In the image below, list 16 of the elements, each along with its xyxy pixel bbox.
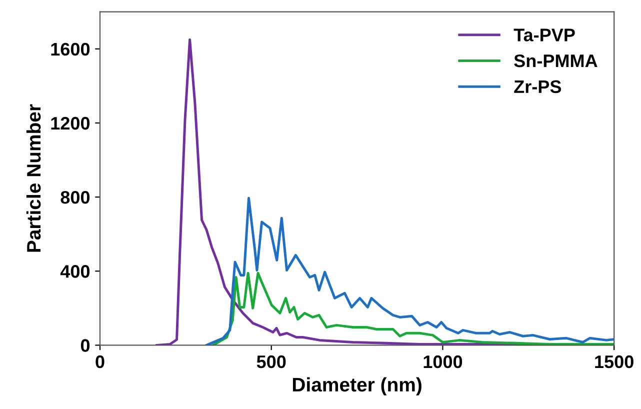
y-tick-label: 1200	[51, 116, 90, 130]
x-tick-label: 1500	[595, 355, 634, 368]
legend-label: Zr-PS	[514, 80, 562, 94]
y-axis-title: Particle Number	[26, 104, 41, 252]
x-tick-label: 0	[96, 355, 104, 368]
y-tick-label: 1600	[51, 42, 90, 56]
legend-label: Ta-PVP	[514, 28, 575, 42]
y-tick-label: 400	[60, 265, 90, 278]
y-tick-label: 0	[80, 339, 90, 352]
line-series	[205, 196, 614, 346]
x-tick-label: 1000	[424, 355, 462, 368]
line-series	[212, 272, 614, 346]
legend-label: Sn-PMMA	[514, 54, 598, 68]
y-tick-label: 800	[60, 190, 90, 204]
x-axis-title: Diameter (nm)	[292, 377, 422, 396]
x-tick-label: 500	[256, 355, 286, 368]
